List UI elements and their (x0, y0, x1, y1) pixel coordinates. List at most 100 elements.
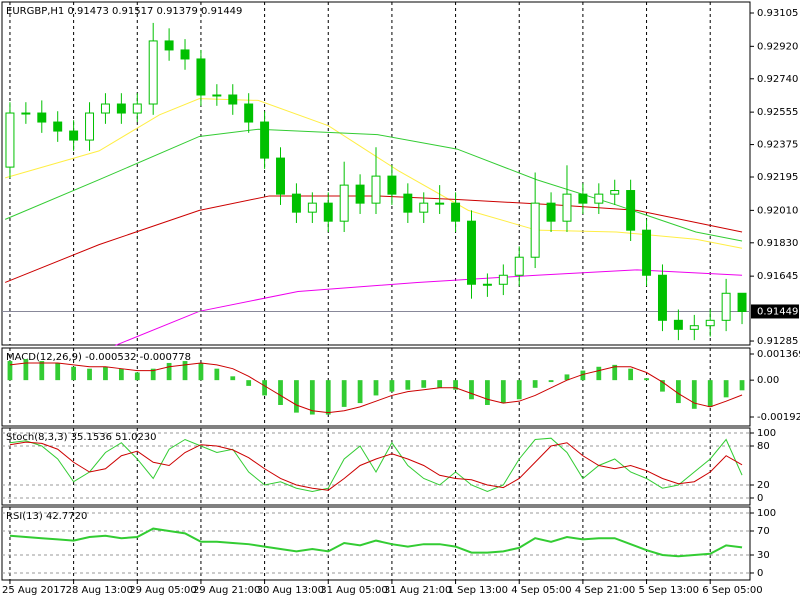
histogram-bar (182, 361, 188, 381)
candle-body (594, 193, 604, 204)
moving-average (4, 128, 743, 242)
candle-body (642, 229, 652, 276)
y-tick-label: 0.001369 (757, 349, 800, 360)
histogram-bar (214, 368, 220, 381)
histogram-bar (644, 378, 649, 381)
panel-frame (1, 347, 751, 427)
candle-body (689, 325, 699, 330)
moving-average (5, 98, 743, 249)
candle-body (626, 190, 636, 231)
y-tick-label: 100 (757, 508, 776, 519)
histogram-bar (230, 376, 236, 381)
candle-body (562, 193, 572, 222)
histogram-bar (516, 380, 522, 400)
candle-body (132, 103, 142, 114)
histogram-bar (166, 362, 172, 381)
candle-body (196, 58, 206, 96)
histogram-bar (71, 366, 77, 381)
candle-body (116, 103, 126, 114)
candle-body (5, 112, 15, 168)
x-tick-label: 25 Aug 2017 (2, 585, 66, 596)
histogram-bar (660, 380, 665, 392)
histogram-bar (150, 368, 156, 381)
histogram-bar (596, 366, 602, 381)
histogram-bar (103, 366, 108, 381)
candle-body (403, 193, 413, 213)
candle-body (737, 292, 747, 312)
y-tick-label: 0.92555 (757, 107, 798, 118)
y-tick-label: 100 (757, 428, 776, 439)
y-tick-label: 0.93105 (757, 8, 798, 19)
y-tick-label: 0.92375 (757, 140, 798, 151)
candle-body (37, 112, 47, 123)
histogram-bar (421, 380, 427, 388)
y-tick-label: 30 (757, 550, 770, 561)
indicator-line (9, 362, 743, 414)
candle-body (21, 112, 31, 115)
candle-body (355, 184, 365, 204)
histogram-bar (262, 380, 267, 396)
candle-body (657, 274, 667, 321)
histogram-bar (723, 380, 729, 398)
histogram-bar (707, 380, 713, 407)
histogram-bar (325, 380, 331, 415)
histogram-bar (500, 380, 506, 404)
y-tick-label: -0.001929 (757, 412, 800, 423)
histogram-bar (118, 368, 124, 381)
candle-body (419, 202, 429, 213)
panel-frame (1, 427, 751, 506)
histogram-bar (564, 374, 570, 381)
histogram-bar (453, 380, 458, 390)
histogram-bar (437, 380, 443, 388)
candle-body (244, 103, 254, 123)
candle-body (323, 202, 333, 222)
histogram-bar (469, 380, 474, 400)
panel-frame (1, 506, 751, 581)
y-tick-label: 0.92740 (757, 74, 798, 85)
histogram-bar (691, 380, 697, 409)
candle-body (705, 319, 715, 327)
panel-title: Stoch(8,3,3) 35.1536 51.0230 (6, 432, 157, 443)
candle-body (467, 220, 476, 285)
histogram-bar (580, 370, 586, 381)
candle-body (387, 175, 397, 195)
y-tick-label: 0.00 (757, 375, 779, 386)
y-tick-label: 0.91830 (757, 238, 798, 249)
candle-body (673, 319, 683, 330)
y-tick-label: 0.92920 (757, 41, 798, 52)
x-tick-label: 4 Sep 21:00 (575, 585, 635, 596)
x-tick-label: 30 Aug 13:00 (257, 585, 324, 596)
histogram-bar (532, 380, 538, 388)
histogram-bar (23, 359, 29, 381)
candle-body (451, 202, 461, 222)
histogram-bar (87, 368, 92, 381)
histogram-bar (341, 380, 347, 407)
y-tick-label: 0.91285 (757, 336, 798, 347)
x-tick-label: 28 Aug 13:00 (66, 585, 133, 596)
candle-body (53, 121, 63, 132)
candle-body (610, 190, 620, 195)
last-price-box (751, 304, 799, 319)
panel-title: RSI(13) 42.7720 (6, 511, 87, 522)
candle-body (530, 202, 540, 258)
candle-body (228, 94, 238, 105)
last-price-label: 0.91449 (757, 306, 798, 317)
histogram-bar (278, 380, 283, 405)
histogram-bar (294, 380, 299, 413)
x-tick-label: 31 Aug 21:00 (384, 585, 451, 596)
candle-body (498, 274, 508, 285)
candle-body (100, 103, 110, 114)
indicator-line (9, 527, 743, 558)
x-tick-label: 31 Aug 05:00 (320, 585, 387, 596)
histogram-bar (134, 372, 140, 381)
histogram-bar (389, 380, 395, 392)
histogram-bar (373, 380, 379, 396)
candle-body (307, 202, 317, 213)
candle-body (371, 175, 381, 204)
x-tick-label: 4 Sep 05:00 (511, 585, 571, 596)
histogram-bar (55, 362, 61, 381)
candle-body (69, 130, 79, 141)
candle-body (482, 283, 492, 286)
